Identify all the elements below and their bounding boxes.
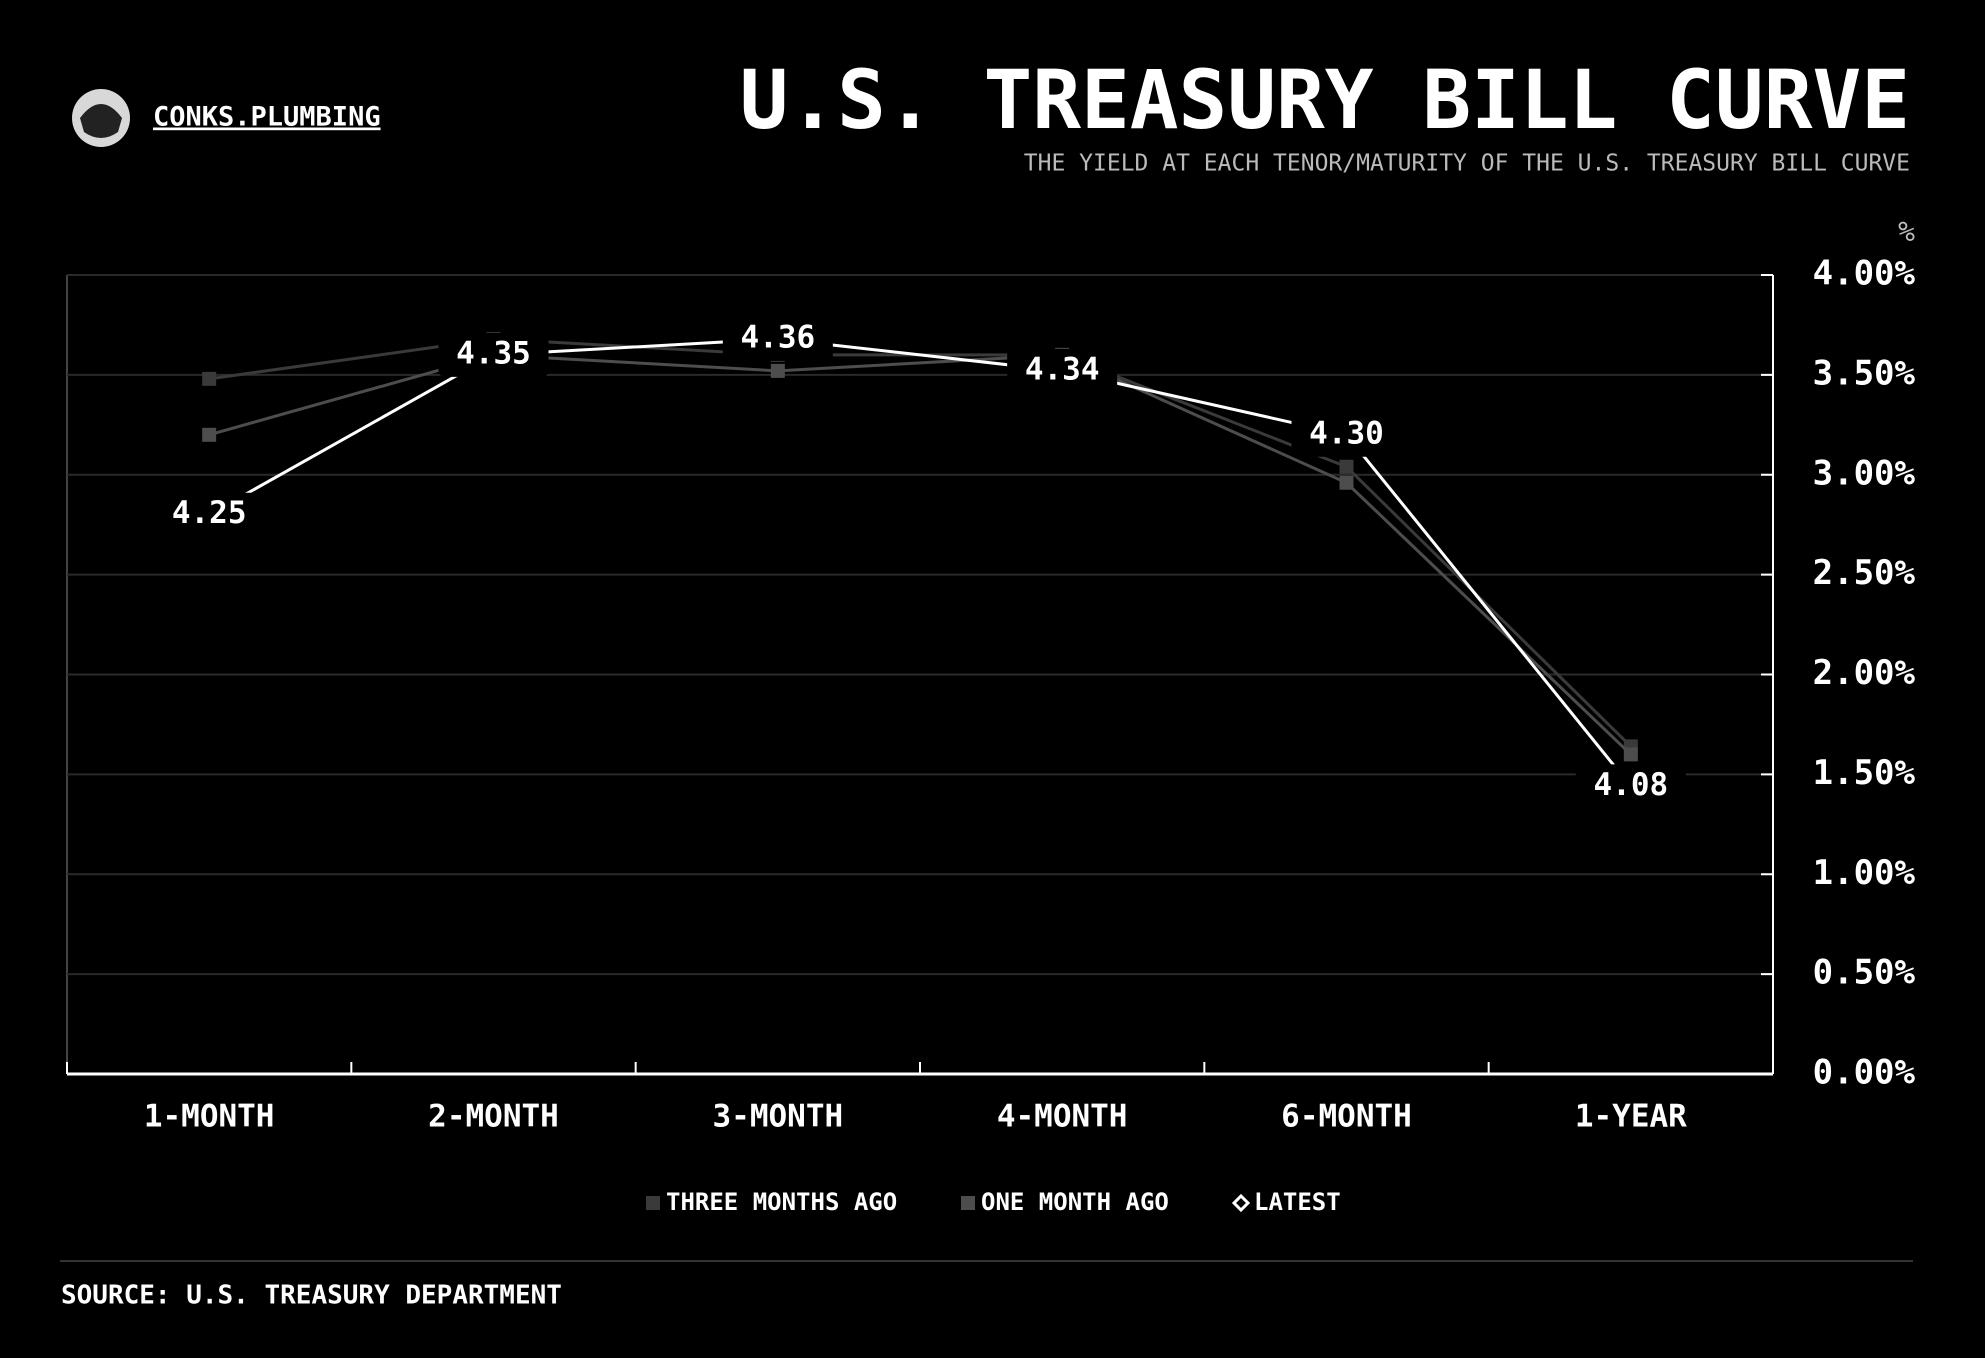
y-tick-label: 2.50% xyxy=(1813,553,1916,593)
point xyxy=(1231,1193,1251,1213)
y-tick-label: 0.00% xyxy=(1813,1053,1916,1093)
data-label-bg xyxy=(1575,764,1686,809)
series-line xyxy=(208,337,1632,788)
source: SOURCE: U.S. TREASURY DEPARTMENT xyxy=(61,1281,562,1311)
x-tick-label: 2-MONTH xyxy=(428,1099,559,1135)
y-tick-label: 0.50% xyxy=(1813,953,1916,993)
data-label: 4.36 xyxy=(741,319,816,355)
legend-label: THREE MONTHS AGO xyxy=(666,1188,897,1216)
point xyxy=(202,427,217,442)
x-tick-label: 4-MONTH xyxy=(997,1099,1128,1135)
x-tick-label: 6-MONTH xyxy=(1281,1099,1412,1135)
point xyxy=(961,1196,975,1210)
data-label: 4.30 xyxy=(1309,415,1384,451)
legend-label: ONE MONTH AGO xyxy=(981,1188,1169,1216)
avatar-figure xyxy=(80,104,122,138)
chart-subtitle: THE YIELD AT EACH TENOR/MATURITY OF THE … xyxy=(1024,151,1910,177)
x-tick-label: 1-YEAR xyxy=(1575,1099,1687,1135)
point xyxy=(1623,747,1638,762)
data-label-bg xyxy=(438,332,549,377)
chart-title: U.S. TREASURY BILL CURVE xyxy=(740,54,1910,148)
data-label: 4.25 xyxy=(172,495,247,531)
data-label: 4.34 xyxy=(1025,351,1100,387)
y-tick-label: 3.50% xyxy=(1813,353,1916,393)
y-tick-label: 2.00% xyxy=(1813,653,1916,693)
point xyxy=(1339,459,1354,474)
data-label: 4.35 xyxy=(456,335,531,371)
data-label-bg xyxy=(722,316,833,361)
x-tick-label: 1-MONTH xyxy=(144,1099,275,1135)
data-label: 4.08 xyxy=(1594,767,1669,803)
y-tick-label: 4.00% xyxy=(1813,254,1916,294)
x-tick-label: 3-MONTH xyxy=(713,1099,844,1135)
data-label-bg xyxy=(1291,412,1402,457)
y-unit: % xyxy=(1898,215,1915,248)
y-tick-label: 1.00% xyxy=(1813,853,1916,893)
point xyxy=(770,363,785,378)
point xyxy=(202,371,217,386)
point xyxy=(646,1196,660,1210)
data-label-bg xyxy=(1007,348,1118,393)
legend-label: LATEST xyxy=(1254,1188,1341,1216)
point xyxy=(1339,475,1354,490)
y-tick-label: 1.50% xyxy=(1813,753,1916,793)
brand[interactable]: CONKS.PLUMBING xyxy=(153,102,381,133)
data-label-bg xyxy=(154,492,265,537)
y-tick-label: 3.00% xyxy=(1813,453,1916,493)
